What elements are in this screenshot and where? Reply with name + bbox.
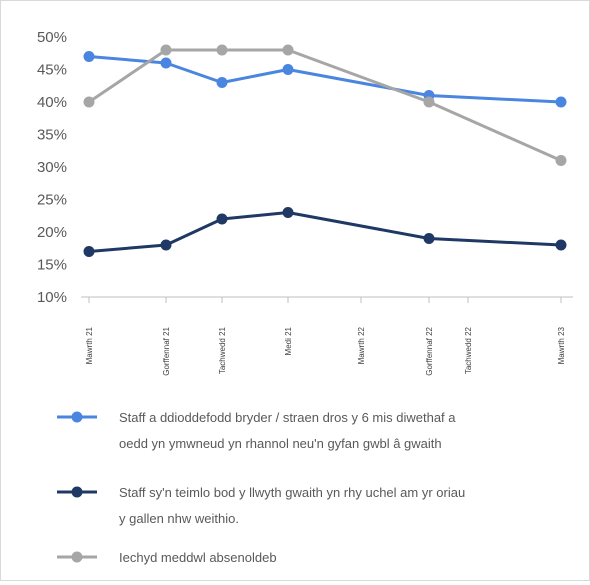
x-tick-label: Medi 21 xyxy=(284,326,293,355)
data-point-series-2 xyxy=(423,233,435,244)
data-point-series-1 xyxy=(555,96,567,108)
data-point-series-3 xyxy=(83,96,95,108)
data-point-series-2 xyxy=(282,207,294,218)
legend-marker-3 xyxy=(71,551,83,563)
legend-marker-1 xyxy=(71,411,83,423)
y-tick-label: 40% xyxy=(37,94,67,111)
data-point-series-3 xyxy=(216,44,228,56)
data-point-series-2 xyxy=(216,213,228,225)
y-tick-label: 30% xyxy=(37,159,67,176)
y-tick-label: 20% xyxy=(37,224,67,241)
series-line-3 xyxy=(88,48,562,162)
y-tick-label: 15% xyxy=(37,257,67,274)
y-tick-label: 45% xyxy=(37,62,67,79)
data-point-series-2 xyxy=(555,239,567,251)
x-tick-label: Tachwedd 21 xyxy=(218,326,227,374)
legend-marker-2 xyxy=(71,486,83,498)
legend-label-1: Staff a ddioddefodd bryder / straen dros… xyxy=(119,410,456,451)
data-point-series-1 xyxy=(83,51,95,62)
x-tick-label: Mawrth 22 xyxy=(357,326,366,364)
data-point-series-3 xyxy=(160,44,172,56)
data-point-series-3 xyxy=(555,155,567,166)
y-tick-label: 50% xyxy=(37,29,67,46)
series-line-2 xyxy=(88,211,562,253)
y-tick-label: 10% xyxy=(37,289,67,306)
x-tick-label: Gorffennaf 22 xyxy=(425,326,434,375)
data-point-series-2 xyxy=(83,246,95,257)
y-tick-label: 25% xyxy=(37,192,67,209)
data-point-series-3 xyxy=(423,96,435,108)
x-tick-label: Gorffennaf 21 xyxy=(162,326,171,375)
data-point-series-1 xyxy=(160,57,172,69)
data-point-series-3 xyxy=(282,44,294,56)
y-tick-label: 35% xyxy=(37,127,67,144)
x-tick-label: Tachwedd 22 xyxy=(464,326,473,374)
x-tick-label: Mawrth 21 xyxy=(85,326,94,364)
legend-label-2: Staff sy'n teimlo bod y llwyth gwaith yn… xyxy=(119,485,465,526)
data-point-series-2 xyxy=(160,239,172,251)
series-line-1 xyxy=(88,55,562,104)
data-point-series-1 xyxy=(282,64,294,75)
data-point-series-1 xyxy=(216,77,228,88)
x-tick-label: Mawrth 23 xyxy=(557,326,566,364)
legend-label-3: Iechyd meddwl absenoldeb xyxy=(119,550,277,565)
